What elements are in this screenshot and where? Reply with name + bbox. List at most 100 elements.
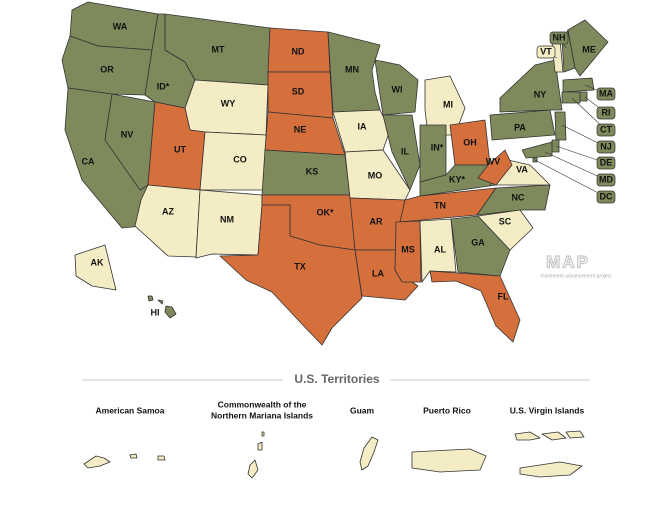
state (419, 124, 447, 183)
state (477, 149, 513, 186)
state (134, 184, 201, 258)
territory (83, 455, 111, 469)
territory-name: American Samoa (96, 405, 165, 415)
state-label: IL (401, 146, 410, 156)
territory (157, 455, 166, 461)
state (429, 270, 521, 343)
state-label: KS (306, 166, 319, 176)
state (561, 91, 581, 104)
state-label: MT (212, 44, 225, 54)
state-label: WA (113, 21, 128, 31)
territory (541, 431, 567, 441)
state-label: OH (463, 137, 477, 147)
label-box (596, 140, 616, 154)
territory (411, 448, 487, 473)
state-label: ID* (157, 81, 170, 91)
state-label: GA (471, 237, 485, 247)
label-box (596, 190, 616, 204)
state (499, 59, 563, 113)
state-label: UT (174, 144, 186, 154)
state-label: TX (294, 261, 306, 271)
state-label: FL (498, 291, 509, 301)
state-label: MD (599, 174, 613, 184)
territory-name: U.S. Virgin Islands (510, 405, 585, 415)
state-label: DE (600, 157, 613, 167)
territory (247, 459, 259, 479)
logo-title: MAP (546, 252, 590, 271)
state-label: WI (392, 84, 403, 94)
state-label: NM (220, 214, 234, 224)
territory (359, 436, 379, 471)
state-label: OK* (316, 207, 334, 217)
state-label: WY (221, 98, 236, 108)
state-label: AK (91, 257, 104, 267)
territories-title: U.S. Territories (294, 372, 379, 386)
logo-subtitle: movement advancement project (540, 273, 612, 279)
state-label: MI (443, 99, 453, 109)
state (147, 295, 177, 319)
state-label: NV (121, 129, 134, 139)
state-label: WV (486, 156, 501, 166)
territory (514, 431, 541, 441)
state (419, 218, 457, 283)
label-box (596, 106, 616, 120)
state-label: SC (499, 216, 512, 226)
state (489, 109, 556, 141)
state (450, 215, 511, 277)
label-box (596, 156, 616, 170)
state (74, 244, 117, 291)
state-label: NH (553, 32, 566, 42)
state-label: ND (292, 46, 305, 56)
label-box (596, 87, 616, 101)
state (394, 220, 422, 283)
state (332, 109, 391, 153)
state (61, 35, 153, 96)
state-label: AR (370, 216, 383, 226)
state (562, 77, 595, 93)
state (521, 141, 553, 159)
state (579, 91, 588, 102)
territory-name: Puerto Rico (423, 405, 471, 415)
state-label: MN (345, 64, 359, 74)
state (554, 111, 567, 141)
state-label: OR (100, 64, 114, 74)
state-label: VA (516, 164, 528, 174)
state-label: AL (434, 244, 446, 254)
territory (261, 431, 265, 437)
state-label: HI (151, 307, 160, 317)
state-label: TN (434, 200, 446, 210)
logo: MAP movement advancement project (540, 252, 612, 279)
territory-name: Commonwealth of the (218, 399, 307, 409)
state (104, 93, 156, 191)
label-box (596, 173, 616, 187)
leader-line (534, 159, 607, 198)
state-label: PA (514, 122, 526, 132)
state-label: IN* (431, 142, 444, 152)
state-label: RI (602, 107, 611, 117)
label-box (536, 45, 556, 59)
state-label: CT (600, 124, 612, 134)
label-box (549, 31, 569, 45)
state (374, 59, 419, 116)
state (344, 149, 411, 201)
state-label: NE (294, 124, 307, 134)
state-label: ME (582, 44, 596, 54)
state-label: CA (82, 156, 95, 166)
states: WA OR CA NV ID* MT WY UT CO AZ NM ND SD NE KS OK* TX MN IA… (61, 1, 616, 346)
territories: American Samoa Commonwealth of theNorther… (83, 399, 585, 479)
state (567, 19, 609, 77)
state (551, 139, 560, 153)
state-label: NC (512, 192, 525, 202)
leader-line (544, 151, 607, 181)
state-label: NJ (600, 141, 612, 151)
state-label: DC (600, 191, 613, 201)
state-label: LA (372, 268, 384, 278)
state-label: CO (233, 154, 247, 164)
state-label: NY (534, 89, 547, 99)
territory (257, 441, 263, 451)
state-label: VT (540, 46, 552, 56)
state-label: MO (368, 170, 383, 180)
state-label: MA (599, 88, 613, 98)
state-label: MS (401, 244, 415, 254)
